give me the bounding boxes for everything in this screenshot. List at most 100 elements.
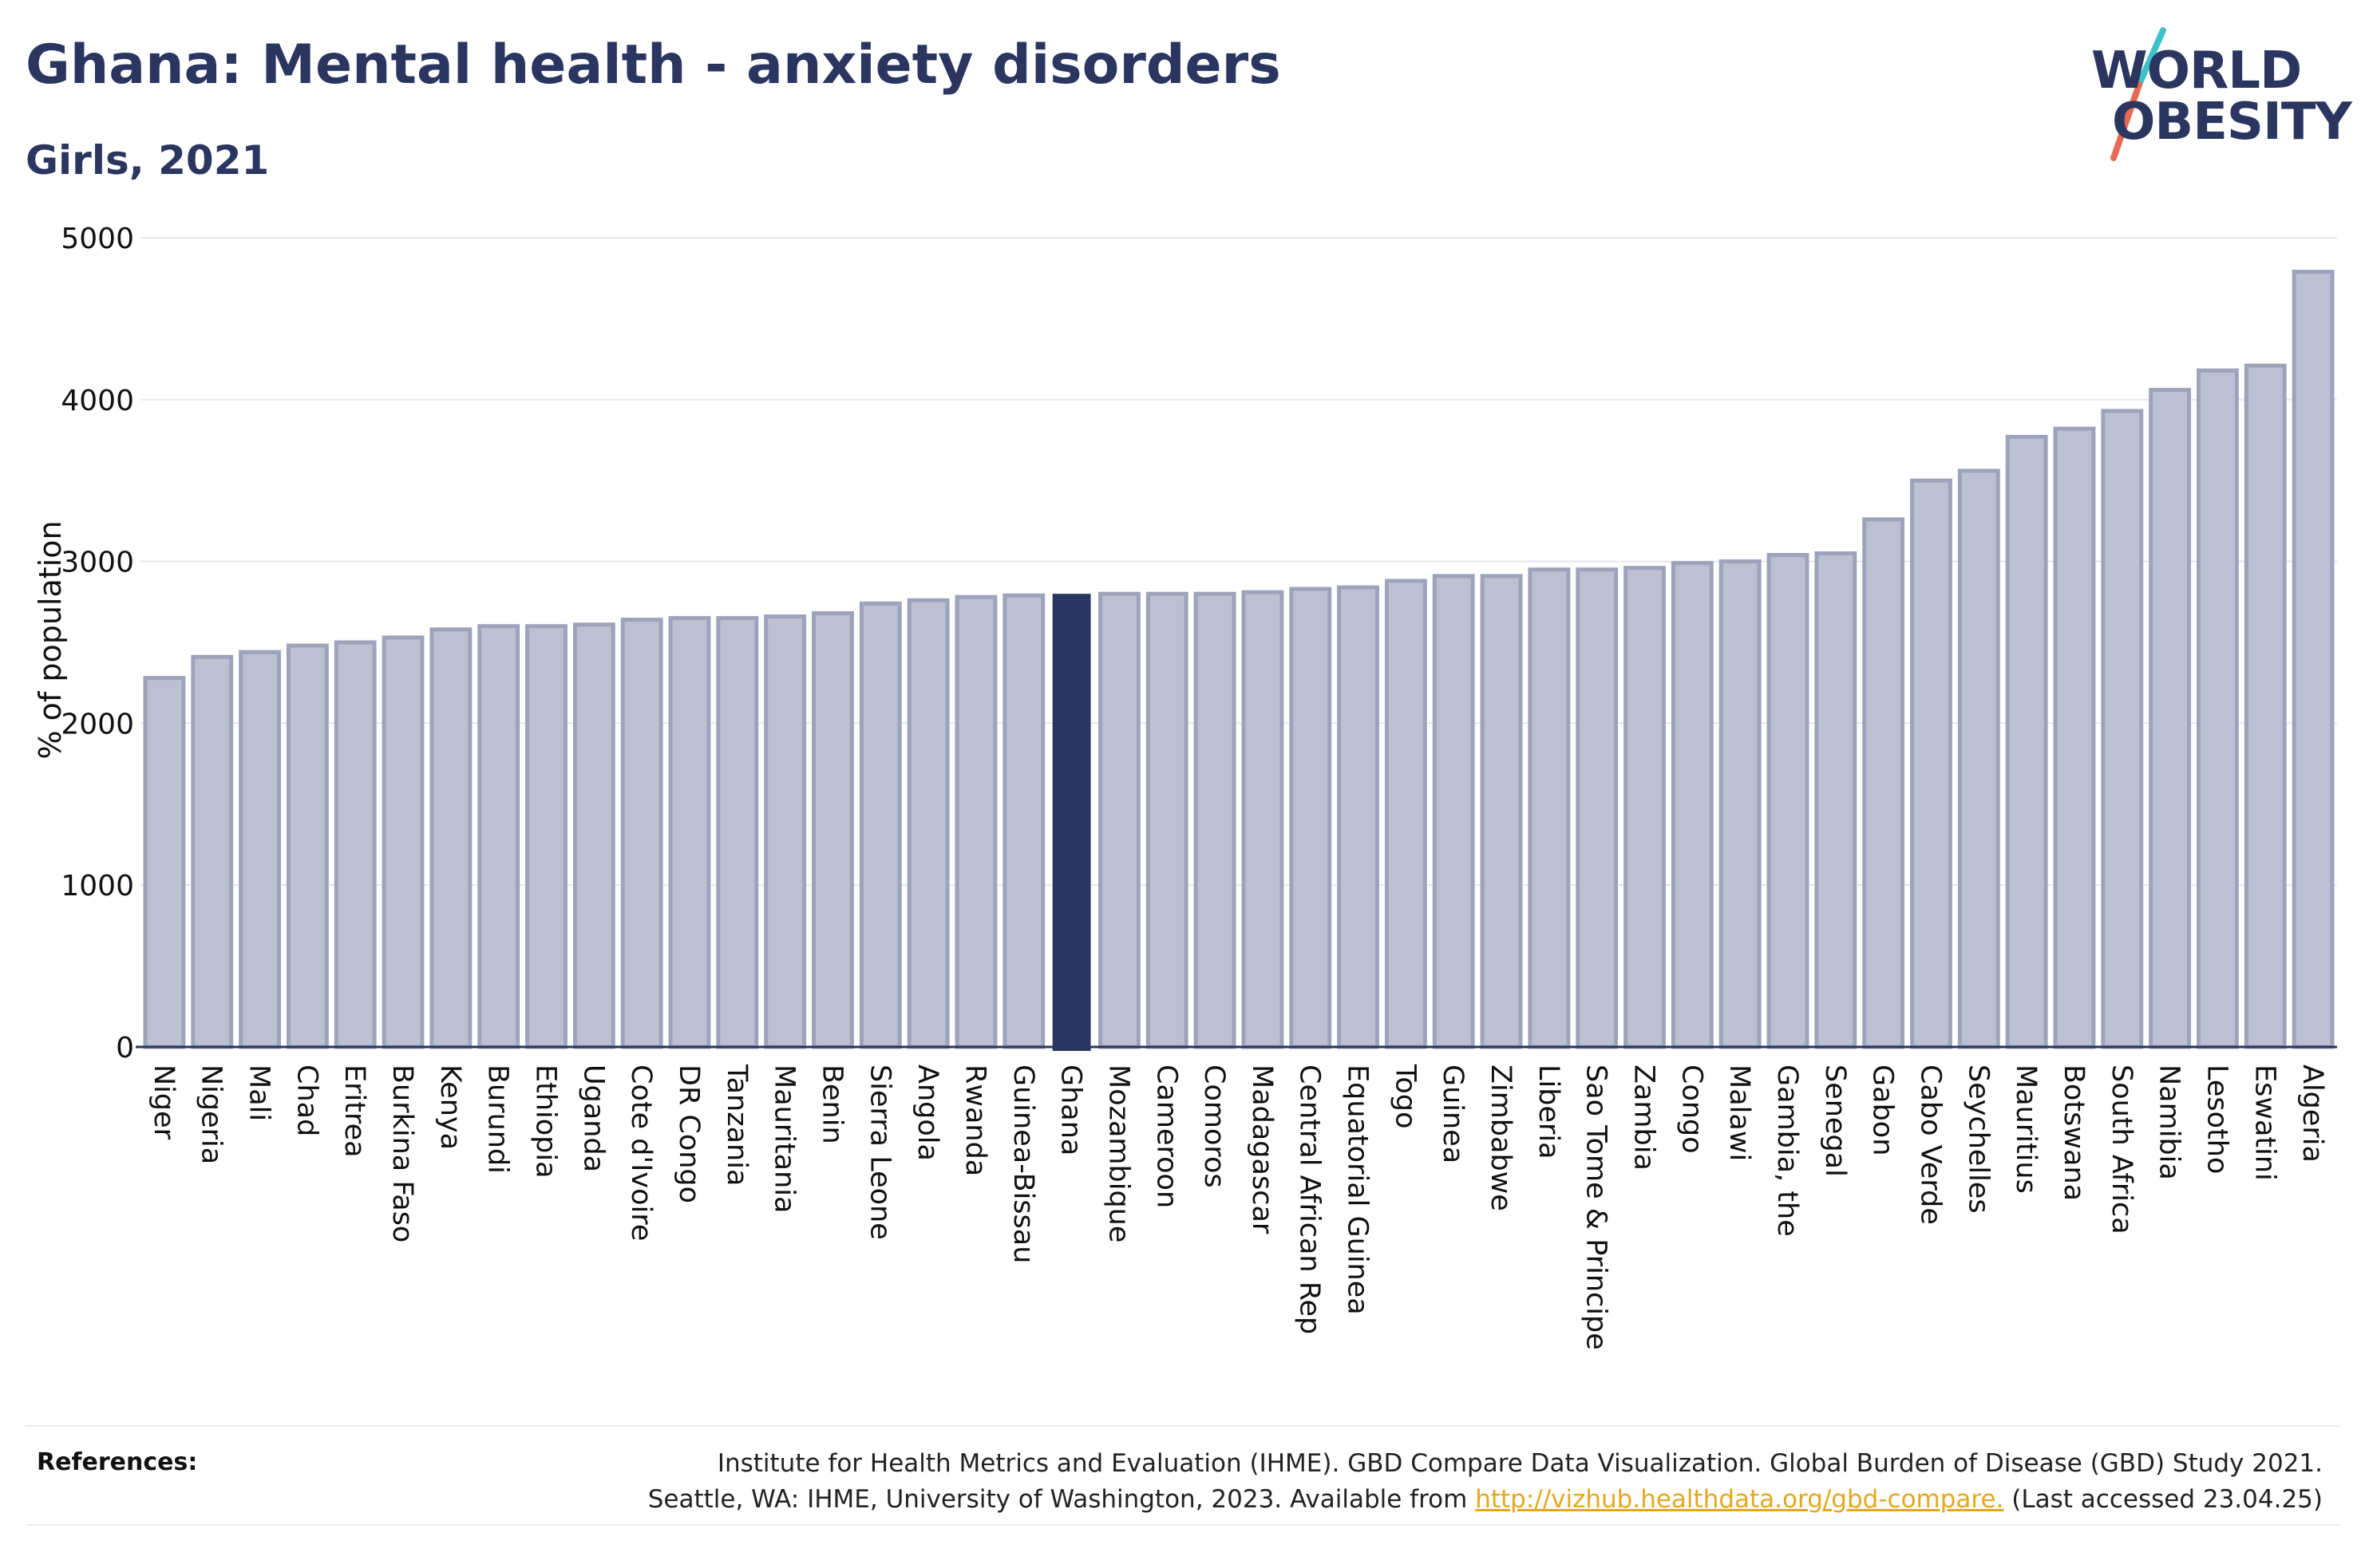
x-tick-label: Cameroon bbox=[1150, 1064, 1182, 1208]
x-tick-label: Equatorial Guinea bbox=[1342, 1064, 1374, 1315]
x-tick-label: Gambia, the bbox=[1771, 1064, 1803, 1237]
x-tick-label: Sierra Leone bbox=[864, 1064, 896, 1240]
bar-burkina-faso bbox=[382, 635, 425, 1049]
references-bottom-rule bbox=[26, 1524, 2340, 1526]
bar-liberia bbox=[1528, 567, 1571, 1049]
bar-guinea-bissau bbox=[1003, 593, 1046, 1049]
bar-ghana bbox=[1052, 594, 1091, 1051]
bar-cote-d-ivoire bbox=[620, 618, 663, 1049]
bar-algeria bbox=[2292, 270, 2335, 1049]
bar-gabon bbox=[1862, 517, 1905, 1049]
bars bbox=[143, 270, 2335, 1051]
bar-mauritania bbox=[764, 614, 807, 1049]
bar-togo bbox=[1384, 579, 1427, 1049]
x-tick-label: Central African Rep bbox=[1294, 1064, 1326, 1334]
x-tick-label: Zambia bbox=[1628, 1064, 1660, 1171]
references-text: Institute for Health Metrics and Evaluat… bbox=[487, 1446, 2323, 1518]
x-tick-label: Togo bbox=[1389, 1064, 1421, 1128]
bar-rwanda bbox=[955, 594, 998, 1049]
bar-ethiopia bbox=[525, 624, 568, 1049]
bar-botswana bbox=[2053, 426, 2096, 1049]
bar-senegal bbox=[1814, 551, 1857, 1049]
x-tick-label: Nigeria bbox=[196, 1064, 227, 1164]
references-line-2: Seattle, WA: IHME, University of Washing… bbox=[487, 1482, 2323, 1518]
world-obesity-logo: WORLD OBESITY bbox=[2075, 24, 2352, 168]
bar-kenya bbox=[429, 627, 473, 1049]
x-tick-label: Botswana bbox=[2058, 1064, 2090, 1201]
bar-equatorial-guinea bbox=[1337, 585, 1379, 1049]
logo-word-obesity: OBESITY bbox=[2112, 93, 2352, 152]
x-tick-label: Guinea-Bissau bbox=[1007, 1064, 1039, 1263]
x-tick-label: Algeria bbox=[2296, 1064, 2328, 1163]
y-tick-label: 3000 bbox=[61, 547, 134, 579]
bar-burundi bbox=[477, 624, 520, 1049]
x-tick-label: Mozambique bbox=[1102, 1064, 1134, 1242]
x-tick-label: Burundi bbox=[482, 1064, 514, 1174]
references-top-rule bbox=[26, 1425, 2340, 1427]
references-line-1: Institute for Health Metrics and Evaluat… bbox=[717, 1449, 2323, 1478]
bar-eritrea bbox=[334, 640, 377, 1049]
chart-subtitle: Girls, 2021 bbox=[26, 137, 270, 184]
bar-central-african-rep bbox=[1289, 587, 1332, 1049]
x-tick-label: Liberia bbox=[1532, 1064, 1564, 1159]
bar-chart: 0 1000 2000 3000 4000 5000 Niger Nigeria Mali Ch… bbox=[33, 223, 2337, 1350]
x-tick-label: Eritrea bbox=[338, 1064, 370, 1158]
x-tick-label: Angola bbox=[912, 1064, 943, 1161]
bar-niger bbox=[143, 676, 186, 1049]
category-labels: Niger Nigeria Mali Chad Eritrea Burkina Faso K… bbox=[148, 1064, 2328, 1350]
axes: 0 1000 2000 3000 4000 5000 bbox=[61, 223, 2337, 1064]
logo-slash-icon bbox=[2110, 27, 2166, 161]
x-tick-label: Rwanda bbox=[959, 1064, 991, 1176]
x-tick-label: Eswatini bbox=[2248, 1064, 2280, 1181]
x-tick-label: Tanzania bbox=[721, 1064, 753, 1186]
bar-eswatini bbox=[2244, 363, 2287, 1049]
x-tick-label: Chad bbox=[291, 1064, 322, 1136]
x-tick-label: Senegal bbox=[1819, 1064, 1851, 1177]
x-tick-label: Uganda bbox=[577, 1064, 609, 1172]
bar-zimbabwe bbox=[1480, 574, 1523, 1049]
bar-sierra-leone bbox=[859, 601, 902, 1049]
references-link[interactable]: http://vizhub.healthdata.org/gbd-compare… bbox=[1475, 1485, 2004, 1514]
x-tick-label: Comoros bbox=[1198, 1064, 1230, 1188]
bar-cabo-verde bbox=[1910, 478, 1952, 1049]
bar-dr-congo bbox=[668, 616, 711, 1049]
x-tick-label: Mauritania bbox=[769, 1064, 801, 1213]
x-tick-label: Malawi bbox=[1723, 1064, 1755, 1161]
bar-zambia bbox=[1623, 566, 1666, 1049]
y-tick-label: 2000 bbox=[61, 708, 134, 741]
x-tick-label: Cabo Verde bbox=[1914, 1064, 1946, 1225]
bar-angola bbox=[907, 598, 950, 1049]
bar-chad bbox=[286, 643, 329, 1049]
x-tick-label: Seychelles bbox=[1962, 1064, 1994, 1214]
bar-comoros bbox=[1193, 591, 1236, 1049]
x-tick-label: Kenya bbox=[434, 1064, 466, 1150]
x-tick-label: DR Congo bbox=[673, 1064, 705, 1203]
x-tick-label: Benin bbox=[816, 1064, 848, 1144]
x-tick-label: Mali bbox=[243, 1064, 275, 1121]
bar-congo bbox=[1671, 561, 1714, 1049]
bar-uganda bbox=[572, 622, 615, 1049]
y-tick-label: 0 bbox=[116, 1032, 134, 1064]
bar-benin bbox=[812, 610, 854, 1049]
x-tick-label: Guinea bbox=[1437, 1064, 1469, 1163]
bar-seychelles bbox=[1957, 468, 2000, 1049]
bar-sao-tome-principe bbox=[1576, 567, 1619, 1049]
x-tick-label: Mauritius bbox=[2010, 1064, 2042, 1194]
bar-lesotho bbox=[2197, 368, 2239, 1049]
x-tick-label: Ghana bbox=[1055, 1064, 1087, 1155]
references-line-2-end: (Last accessed 23.04.25) bbox=[2003, 1485, 2323, 1514]
bar-mauritius bbox=[2005, 434, 2048, 1049]
bar-south-africa bbox=[2101, 409, 2144, 1049]
x-tick-label: Sao Tome & Principe bbox=[1580, 1064, 1612, 1350]
bar-gambia-the bbox=[1766, 552, 1809, 1049]
y-tick-label: 4000 bbox=[61, 385, 134, 417]
x-tick-label: South Africa bbox=[2106, 1064, 2138, 1234]
bar-tanzania bbox=[716, 616, 759, 1049]
y-tick-label: 5000 bbox=[61, 223, 134, 255]
logo-word-world: WORLD bbox=[2091, 41, 2302, 101]
bar-madagascar bbox=[1241, 590, 1284, 1049]
bar-mozambique bbox=[1098, 591, 1141, 1049]
bar-nigeria bbox=[191, 654, 234, 1049]
x-tick-label: Congo bbox=[1675, 1064, 1707, 1154]
bar-mali bbox=[239, 650, 281, 1049]
